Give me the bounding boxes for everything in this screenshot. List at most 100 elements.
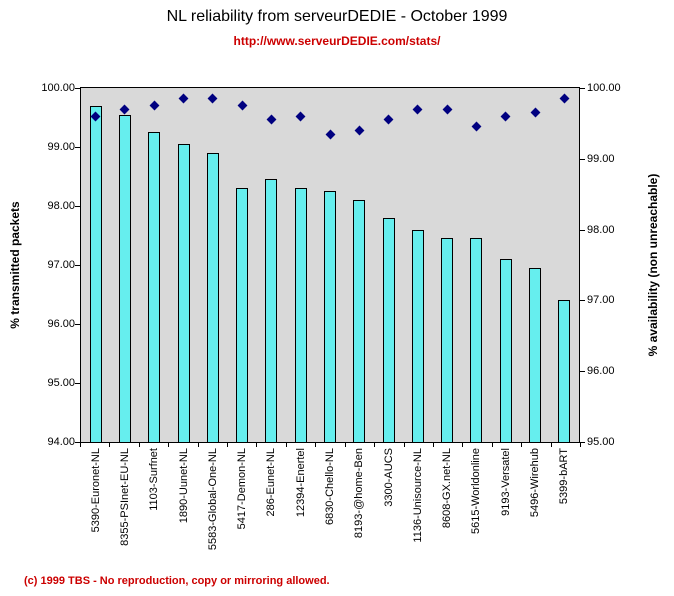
x-axis-label: 1103-Surfnet	[148, 448, 161, 511]
scatter-point	[442, 104, 453, 115]
left-axis-title: % transmitted packets	[8, 201, 22, 329]
x-tick-mark	[403, 443, 405, 447]
x-tick-mark	[227, 443, 229, 447]
y-tick-label-right: 98.00	[587, 223, 615, 236]
x-axis-label: 5399-bART	[558, 448, 571, 505]
x-axis-label: 5390-Euronet-NL	[89, 448, 102, 533]
x-tick-mark	[344, 443, 346, 447]
x-tick-mark	[138, 443, 140, 447]
bar	[499, 259, 512, 442]
x-tick-mark	[550, 443, 552, 447]
y-tick-label-right: 96.00	[587, 365, 615, 378]
bar	[353, 200, 366, 442]
scatter-point	[383, 114, 394, 125]
x-axis-label: 8355-PSInet-EU-NL	[118, 448, 131, 546]
x-tick-mark	[462, 443, 464, 447]
x-tick-mark	[256, 443, 258, 447]
x-axis-label: 3300-AUCS	[382, 448, 395, 507]
y-tick-mark-right	[580, 442, 585, 443]
y-tick-label-right: 97.00	[587, 294, 615, 307]
scatter-point	[559, 93, 570, 104]
y-tick-label-left: 96.00	[47, 318, 75, 330]
bar	[265, 179, 278, 442]
scatter-point	[530, 107, 540, 118]
y-tick-label-left: 100.00	[41, 82, 75, 94]
scatter-point	[266, 114, 277, 125]
x-axis-label: 5615-Worldonline	[470, 448, 483, 535]
bar	[411, 229, 424, 442]
copyright-notice: (c) 1999 TBS - No reproduction, copy or …	[24, 575, 330, 587]
x-tick-mark	[374, 443, 376, 447]
scatter-point	[149, 100, 160, 111]
bar	[177, 144, 190, 442]
x-axis-label: 8193-@home-Ben	[353, 448, 366, 539]
scatter-point	[500, 111, 511, 122]
plot-area	[80, 87, 580, 443]
x-axis-label: 9193-Versatel	[499, 448, 512, 516]
scatter-point	[119, 104, 130, 115]
y-tick-mark-right	[580, 88, 585, 89]
y-tick-mark-right	[580, 300, 585, 302]
bar	[148, 132, 161, 442]
scatter-point	[207, 93, 218, 104]
bar	[236, 188, 249, 442]
y-tick-mark-left	[75, 147, 80, 148]
y-tick-label-right: 95.00	[587, 436, 615, 448]
scatter-point	[412, 104, 423, 115]
bar	[324, 191, 336, 442]
x-tick-mark	[197, 443, 199, 447]
x-tick-mark	[521, 443, 523, 447]
y-tick-label-right: 100.00	[587, 82, 621, 94]
x-tick-mark	[491, 443, 493, 447]
bar	[558, 300, 571, 442]
x-axis-label: 1136-Unisource-NL	[411, 448, 424, 543]
bar	[382, 217, 395, 442]
y-tick-label-left: 95.00	[47, 377, 75, 389]
y-tick-mark-left	[75, 324, 80, 325]
x-tick-mark	[109, 443, 111, 447]
scatter-point	[471, 121, 482, 132]
y-tick-label-left: 99.00	[47, 141, 75, 153]
bar	[470, 238, 483, 442]
x-axis-label: 1890-Uunet-NL	[177, 448, 190, 524]
x-axis-label: 5583-Global-One-NL	[206, 448, 219, 551]
x-tick-mark	[432, 443, 434, 447]
y-tick-mark-left	[75, 88, 80, 89]
y-tick-label-left: 97.00	[47, 259, 75, 271]
x-axis-label: 6830-Chello-NL	[324, 448, 336, 526]
bar	[206, 152, 219, 442]
y-tick-label-left: 94.00	[47, 436, 75, 448]
x-axis-label: 5496-Wirehub	[529, 448, 542, 518]
scatter-point	[295, 111, 306, 122]
scatter-point	[354, 125, 365, 136]
y-tick-mark-right	[580, 371, 585, 373]
y-tick-mark-left	[75, 265, 80, 266]
chart-subtitle-url: http://www.serveurDEDIE.com/stats/	[233, 34, 441, 48]
bar	[118, 114, 131, 442]
x-tick-mark	[315, 443, 317, 447]
y-tick-mark-right	[580, 158, 585, 160]
y-tick-mark-left	[75, 206, 80, 207]
x-tick-mark	[80, 443, 81, 447]
x-axis-label: 12394-Enertel	[294, 448, 307, 518]
bar	[529, 267, 542, 442]
x-axis-label: 286-Eunet-NL	[265, 448, 278, 517]
chart-title: NL reliability from serveurDEDIE - Octob…	[166, 8, 508, 25]
x-tick-mark	[580, 443, 581, 447]
y-tick-mark-left	[75, 442, 80, 443]
x-tick-mark	[285, 443, 287, 447]
scatter-point	[325, 129, 335, 139]
bar	[294, 188, 307, 442]
y-tick-mark-left	[75, 383, 80, 384]
bar	[441, 238, 454, 442]
y-tick-label-left: 98.00	[47, 200, 75, 212]
right-axis-title: % availability (non unreachable)	[646, 173, 660, 357]
bar	[89, 105, 102, 442]
y-tick-label-right: 99.00	[587, 152, 615, 165]
x-axis-label: 8608-GX.net-NL	[441, 448, 454, 529]
x-tick-mark	[168, 443, 170, 447]
scatter-point	[237, 100, 248, 111]
y-tick-mark-right	[580, 229, 585, 231]
x-axis-label: 5417-Demon-NL	[236, 448, 249, 530]
